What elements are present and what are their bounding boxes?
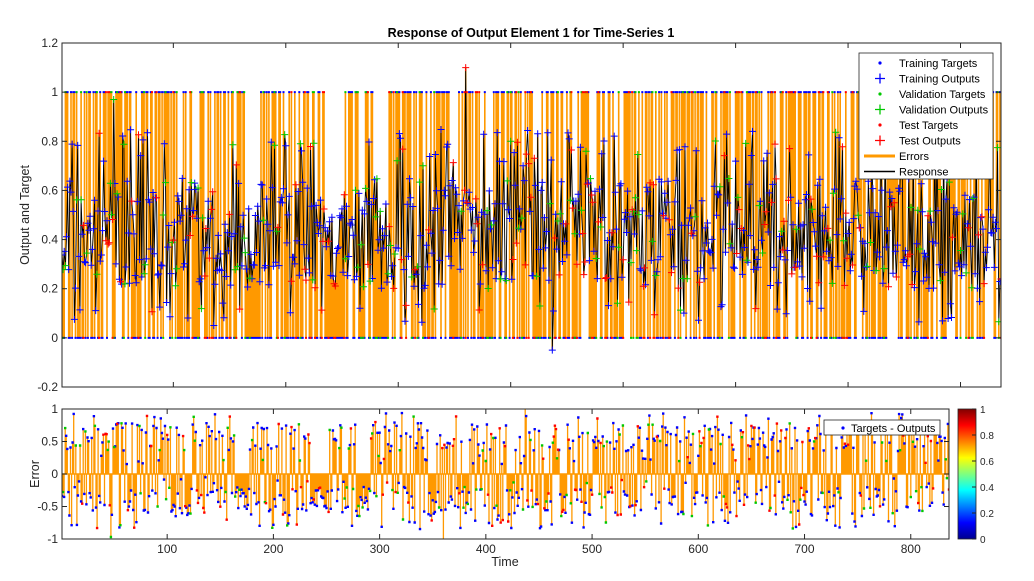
y-tick-label: 0 xyxy=(51,331,58,345)
legend-label: Training Targets xyxy=(899,58,978,70)
legend-marker xyxy=(875,135,885,146)
error-x-axis-label: Time xyxy=(491,555,518,569)
y-tick-label: 0.5 xyxy=(41,435,58,449)
x-tick-label: 200 xyxy=(263,542,283,556)
error-legend: Targets - Outputs xyxy=(823,419,941,436)
legend-label: Test Targets xyxy=(899,120,959,132)
error-points xyxy=(62,411,949,531)
response-series xyxy=(62,67,1001,351)
training-outputs xyxy=(62,126,1001,354)
x-tick-label: 400 xyxy=(476,542,496,556)
colorbar-tick-label: 0.6 xyxy=(980,457,994,468)
colorbar-ticks: 0 0.2 0.4 0.6 0.8 1 xyxy=(972,405,994,546)
y-tick-label: 0 xyxy=(51,467,58,481)
legend-label-targets-outputs: Targets - Outputs xyxy=(851,423,936,435)
error-x-ticks: 100 200 300 400 500 600 700 800 xyxy=(157,409,921,556)
x-tick-label: 700 xyxy=(795,542,815,556)
response-line xyxy=(62,67,1001,351)
legend-label: Validation Targets xyxy=(899,89,986,101)
legend-label: Errors xyxy=(899,151,929,163)
x-tick-label: 800 xyxy=(901,542,921,556)
legend-marker xyxy=(878,61,882,65)
response-y-ticks: -0.2 0 0.2 0.4 0.6 0.8 1 1.2 xyxy=(37,36,1001,394)
chart-title: Response of Output Element 1 for Time-Se… xyxy=(388,26,675,40)
y-tick-label: 0.8 xyxy=(41,134,58,148)
colorbar-tick-label: 0 xyxy=(980,535,986,546)
x-tick-label: 600 xyxy=(688,542,708,556)
error-y-ticks: -1 -0.5 0 0.5 1 xyxy=(37,402,949,546)
colorbar: 0 0.2 0.4 0.6 0.8 1 xyxy=(957,405,994,546)
x-tick-label: 300 xyxy=(370,542,390,556)
error-points xyxy=(62,415,949,539)
error-stems xyxy=(62,409,949,539)
response-axes-box xyxy=(61,42,1002,388)
colorbar-tick-label: 0.2 xyxy=(980,509,994,520)
response-axes: -0.2 0 0.2 0.4 0.6 0.8 1 1.2 Output and Target xyxy=(18,36,1002,394)
target-output-markers xyxy=(62,64,1001,354)
colorbar-gradient xyxy=(957,408,977,540)
legend-label: Training Outputs xyxy=(899,74,980,86)
colorbar-tick-label: 0.4 xyxy=(980,483,994,494)
error-stem-lines xyxy=(62,409,949,539)
error-axes: -1 -0.5 0 0.5 1 100 200 300 400 500 600 700 800 Err… xyxy=(28,402,950,569)
y-tick-label: -0.5 xyxy=(37,500,58,514)
legend-marker xyxy=(878,92,882,96)
colorbar-tick-label: 1 xyxy=(980,405,986,416)
y-tick-label: -0.2 xyxy=(37,380,58,394)
test-outputs xyxy=(79,64,1001,319)
legend-marker-targets-outputs xyxy=(841,426,845,430)
legend-marker xyxy=(878,123,882,127)
y-tick-label: 0.2 xyxy=(41,282,58,296)
y-tick-label: 1 xyxy=(51,85,58,99)
x-tick-label: 500 xyxy=(582,542,602,556)
response-legend: Training Targets Training Outputs Validati… xyxy=(858,52,994,180)
legend-label: Test Outputs xyxy=(899,136,961,148)
legend-marker xyxy=(875,73,885,84)
y-tick-label: 0.6 xyxy=(41,183,58,197)
response-y-axis-label: Output and Target xyxy=(18,165,32,265)
y-tick-label: 0.4 xyxy=(41,233,58,247)
legend-label: Validation Outputs xyxy=(899,105,989,117)
x-tick-label: 100 xyxy=(157,542,177,556)
y-tick-label: 1.2 xyxy=(41,36,58,50)
error-y-axis-label: Error xyxy=(28,460,42,488)
y-tick-label: -1 xyxy=(47,532,58,546)
colorbar-tick-label: 0.8 xyxy=(980,431,994,442)
legend-label: Response xyxy=(899,167,949,179)
response-x-ticks xyxy=(172,43,962,387)
legend-marker xyxy=(875,104,885,115)
y-tick-label: 1 xyxy=(51,402,58,416)
